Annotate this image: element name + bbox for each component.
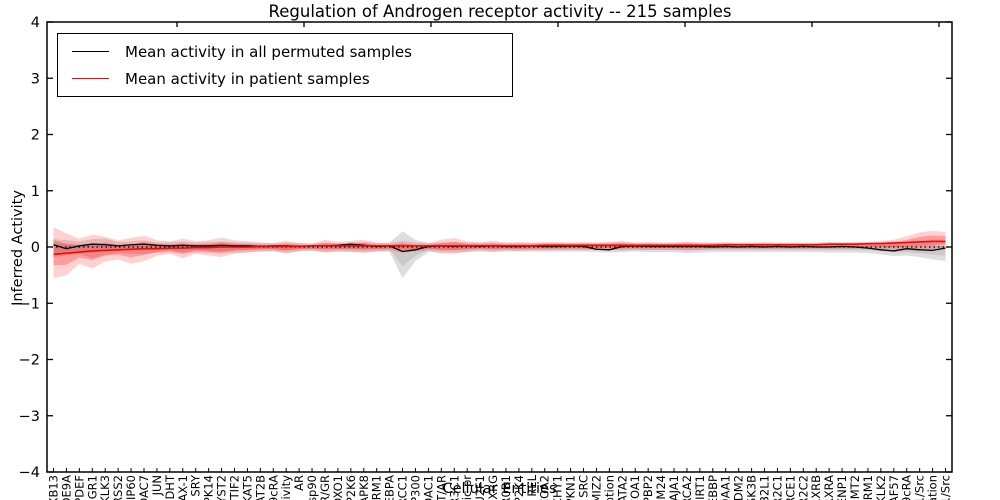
x-tick-label: NR2C1: [770, 475, 784, 500]
x-tick-label: NR3C1: [447, 475, 461, 500]
y-tick-label: −4: [19, 465, 40, 481]
x-tick-label: T-DHT/AR: [434, 475, 448, 500]
patient-line-swatch: [72, 78, 109, 79]
x-tick-label: CREBBP: [706, 475, 720, 500]
x-tick-label: HOXB13: [47, 475, 61, 500]
x-tick-label: MYST2: [215, 475, 229, 500]
x-tick-label: KLK2: [874, 475, 888, 500]
x-tick-label: TMPRSS2: [111, 475, 125, 500]
x-tick-label: REL: [525, 474, 539, 496]
x-tick-label: NCOA2: [538, 475, 552, 500]
x-tick-label: APPBP2: [641, 475, 655, 500]
patient-range-band-inner: [53, 235, 946, 266]
x-tick-label: GNB2L1: [758, 475, 772, 500]
y-tick-label: −1: [19, 296, 40, 312]
x-tick-label: ZMIZ2: [589, 475, 603, 500]
permuted-line-swatch: [72, 51, 109, 52]
x-tick-label: MAP2K4: [512, 475, 526, 500]
x-tick-label: MAPK8: [357, 475, 371, 500]
x-tick-label: PDE9A: [59, 475, 73, 500]
x-tick-label: T-DHT/AR/TIF2/CARM1: [370, 475, 384, 500]
x-tick-label: T-DHT/AR/Hsp90: [305, 475, 319, 500]
x-tick-label: T-DHT/AR/TIF2: [227, 475, 241, 500]
legend-entry-permuted: Mean activity in all permuted samples: [58, 39, 512, 65]
x-tick-label: SRY: [189, 474, 203, 497]
x-tick-label: RCHY1: [551, 475, 565, 500]
x-tick-label: KAT5: [240, 475, 254, 500]
x-tick-label: NCOA1: [628, 475, 642, 500]
x-tick-label: DNAJA1: [667, 475, 681, 500]
chart-title: Regulation of Androgen receptor activity…: [268, 2, 732, 21]
x-tick-label: AR/RACK1/Src: [913, 475, 927, 500]
x-tick-label: CEBPA: [383, 475, 397, 500]
x-tick-label: EHMT2: [848, 475, 862, 500]
x-tick-label: RXRG: [486, 475, 500, 500]
x-tick-label: T-DHT/AR/DAX-1: [176, 475, 190, 500]
x-tick-label: HSP90AA1: [719, 475, 733, 500]
y-tick-label: −2: [19, 353, 40, 369]
x-tick-label: SIRT1: [693, 475, 707, 500]
x-tick-label: RXRs/9cRA: [900, 475, 914, 500]
y-tick-label: −3: [19, 409, 40, 425]
x-tick-label: positive regulation of transcription: [602, 475, 616, 500]
patient-range-band-outer: [53, 227, 946, 278]
y-tick-label: 0: [31, 240, 40, 256]
x-tick-label: SMARCC1: [396, 475, 410, 500]
x-tick-label: GSK3B: [745, 475, 759, 500]
x-tick-label: HDAC1: [421, 475, 435, 500]
x-tick-label: EP300: [408, 475, 422, 500]
x-tick-label: EGR1: [85, 475, 99, 500]
x-tick-label: PKN1: [564, 475, 578, 500]
x-tick-label: MAP2K6: [344, 475, 358, 500]
x-tick-label: TRIM24: [654, 475, 668, 500]
x-tick-label: SMARCE1: [783, 475, 797, 500]
y-tick-label: 1: [31, 184, 40, 200]
x-tick-label: RXRB: [809, 475, 823, 500]
y-tick-label: 4: [31, 15, 40, 31]
x-tick-label: KAT2B: [253, 475, 267, 500]
x-axis-title: Cellular Entities: [442, 481, 557, 497]
x-tick-label: T-DHT/AR/TIP60: [124, 475, 138, 500]
x-tick-label: SRC: [577, 475, 591, 498]
legend-entry-patient: Mean activity in patient samples: [58, 66, 512, 92]
x-tick-label: mol:T-DHT: [163, 474, 177, 500]
patient-mean-line: [53, 240, 946, 256]
permuted-range-band-inner: [53, 242, 946, 267]
x-tick-label: T-DHT/AR/RACK1/Src: [939, 475, 953, 500]
x-tick-label: HDAC7: [137, 475, 151, 500]
x-tick-label: mol:9cRA: [266, 475, 280, 500]
x-tick-label: proteasomal ubiquitin-dependent protein …: [460, 475, 474, 500]
x-tick-label: epidermal growth factor receptor activit…: [279, 475, 293, 500]
legend-label: Mean activity in patient samples: [125, 69, 370, 88]
legend: Mean activity in all permuted samples Me…: [57, 33, 513, 97]
x-tick-label: AR/GR: [318, 475, 332, 500]
x-tick-label: MAPK14: [202, 475, 216, 500]
x-tick-label: SENP1: [835, 475, 849, 500]
x-tick-label: BRM/BAF57: [887, 475, 901, 500]
legend-label: Mean activity in all permuted samples: [125, 42, 412, 61]
y-tick-label: 3: [31, 71, 40, 87]
x-tick-label: RXRA: [822, 475, 836, 500]
x-tick-label: AR: [292, 475, 306, 491]
x-tick-label: NR0B1: [499, 475, 513, 500]
x-tick-label: FOXO1: [331, 475, 345, 500]
y-tick-label: 2: [31, 128, 40, 144]
x-tick-label: cell proliferation: [926, 475, 940, 500]
x-tick-label: SPDEF: [72, 475, 86, 500]
x-tick-label: CARM1: [861, 475, 875, 500]
x-tick-label: MDM2: [732, 475, 746, 500]
x-tick-label: NR2C2: [796, 475, 810, 500]
x-tick-label: KLK3: [98, 475, 112, 500]
x-tick-label: SMARCA2: [680, 475, 694, 500]
x-tick-label: JUN: [150, 475, 164, 496]
x-tick-label: POU2F1: [473, 475, 487, 500]
x-tick-label: GATA2: [615, 475, 629, 500]
